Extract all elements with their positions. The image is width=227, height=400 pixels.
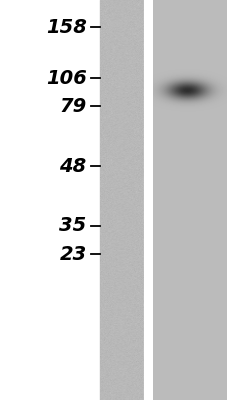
Text: 23: 23 <box>59 244 86 264</box>
Text: 106: 106 <box>46 68 86 88</box>
Text: 35: 35 <box>59 216 86 236</box>
Text: 79: 79 <box>59 96 86 116</box>
Text: 158: 158 <box>46 18 86 37</box>
Text: 48: 48 <box>59 156 86 176</box>
